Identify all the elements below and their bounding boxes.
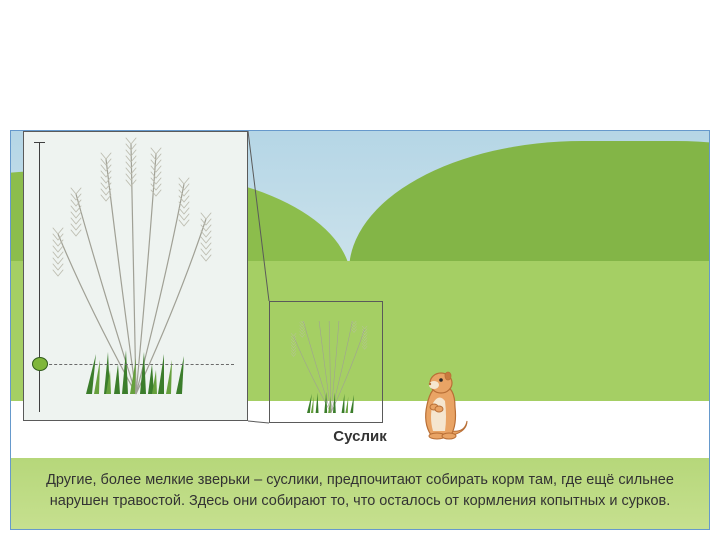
height-indicator-topcap bbox=[34, 142, 45, 143]
animal-name-label: Суслик bbox=[11, 428, 709, 445]
height-indicator-line bbox=[39, 142, 40, 412]
diagram-stage: Суслик Другие, более мелкие зверьки – су… bbox=[10, 130, 710, 530]
inset-grass bbox=[24, 132, 249, 422]
height-dashed-line bbox=[39, 364, 234, 365]
caption-text: Другие, более мелкие зверьки – суслики, … bbox=[11, 458, 709, 529]
height-indicator-marker bbox=[32, 357, 48, 371]
zoom-source-box bbox=[269, 301, 383, 423]
zoom-inset bbox=[23, 131, 248, 421]
